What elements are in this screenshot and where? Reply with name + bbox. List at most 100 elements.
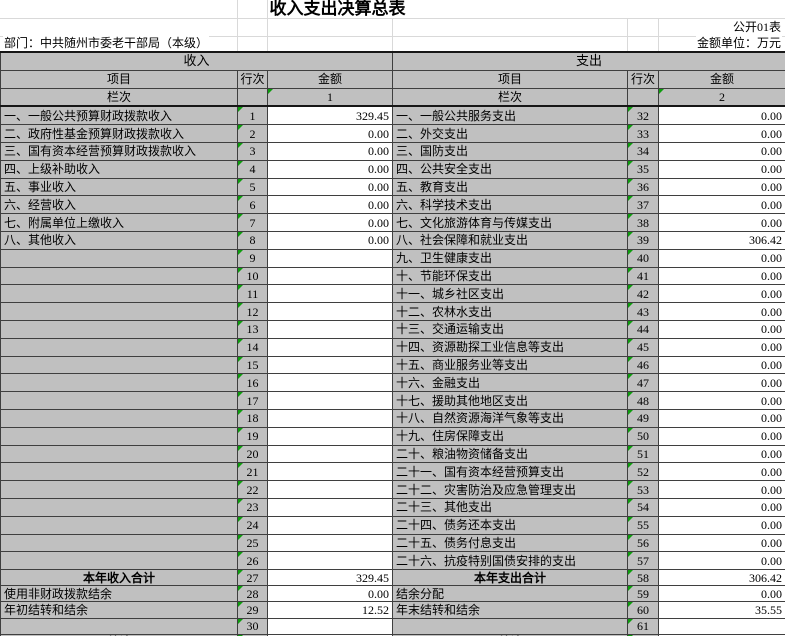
item-cell[interactable]: 四、公共安全支出	[392, 159, 629, 179]
line-number-cell[interactable]: 10	[237, 266, 268, 286]
col-header-amount-left[interactable]: 金额	[266, 69, 394, 89]
item-cell[interactable]: 四、上级补助收入	[0, 159, 238, 179]
item-cell[interactable]: 十、节能环保支出	[392, 266, 629, 286]
line-number-cell[interactable]: 53	[627, 480, 660, 499]
amount-cell[interactable]	[658, 617, 785, 635]
item-cell[interactable]	[0, 355, 238, 375]
amount-cell[interactable]	[266, 391, 394, 410]
line-number-cell[interactable]: 49	[627, 408, 660, 428]
item-cell[interactable]	[0, 444, 238, 464]
amount-cell[interactable]: 0.00	[658, 213, 785, 232]
amount-cell[interactable]: 0.00	[658, 266, 785, 286]
expense-section-header[interactable]: 支出	[392, 50, 785, 71]
line-number-cell[interactable]: 48	[627, 391, 660, 410]
amount-cell[interactable]	[266, 515, 394, 535]
line-number-cell[interactable]: 13	[237, 319, 268, 339]
line-number-cell[interactable]: 2	[237, 124, 268, 143]
amount-cell[interactable]	[266, 480, 394, 499]
col-header-item-right[interactable]: 项目	[392, 69, 629, 89]
line-number-cell[interactable]: 9	[237, 248, 268, 268]
line-number-cell[interactable]: 39	[627, 230, 660, 250]
lane-label-right[interactable]: 栏次	[392, 87, 629, 108]
col-header-line-right[interactable]: 行次	[627, 69, 660, 89]
amount-cell[interactable]: 0.00	[658, 319, 785, 339]
amount-cell[interactable]	[266, 426, 394, 446]
amount-cell[interactable]	[266, 355, 394, 375]
amount-cell[interactable]: 0.00	[658, 355, 785, 375]
col-header-item-left[interactable]: 项目	[0, 69, 238, 89]
line-number-cell[interactable]: 57	[627, 551, 660, 571]
item-cell[interactable]	[392, 617, 629, 635]
line-number-cell[interactable]: 38	[627, 213, 660, 232]
amount-cell[interactable]: 0.00	[658, 551, 785, 571]
item-cell[interactable]	[0, 248, 238, 268]
amount-cell[interactable]: 0.00	[658, 373, 785, 393]
amount-cell[interactable]	[266, 408, 394, 428]
line-number-cell[interactable]: 27	[237, 569, 268, 587]
line-number-cell[interactable]: 30	[237, 617, 268, 635]
amount-cell[interactable]: 0.00	[658, 480, 785, 499]
line-number-cell[interactable]: 21	[237, 462, 268, 482]
income-section-header[interactable]: 收入	[0, 50, 394, 71]
line-number-cell[interactable]: 61	[627, 617, 660, 635]
item-cell[interactable]: 十五、商业服务业等支出	[392, 355, 629, 375]
item-cell[interactable]: 本年支出合计	[392, 569, 629, 587]
amount-cell[interactable]: 12.52	[266, 601, 394, 619]
line-number-cell[interactable]: 17	[237, 391, 268, 410]
amount-cell[interactable]: 0.00	[658, 302, 785, 321]
line-number-cell[interactable]: 5	[237, 177, 268, 197]
item-cell[interactable]: 九、卫生健康支出	[392, 248, 629, 268]
col-header-line-left[interactable]: 行次	[237, 69, 268, 89]
amount-cell[interactable]: 0.00	[658, 497, 785, 517]
line-number-cell[interactable]: 6	[237, 195, 268, 215]
lane-line-blank-right[interactable]	[627, 87, 660, 108]
amount-cell[interactable]: 0.00	[266, 177, 394, 197]
line-number-cell[interactable]: 34	[627, 141, 660, 161]
col-header-amount-right[interactable]: 金额	[658, 69, 785, 89]
line-number-cell[interactable]: 24	[237, 515, 268, 535]
amount-cell[interactable]	[266, 337, 394, 357]
amount-cell[interactable]: 0.00	[658, 462, 785, 482]
amount-cell[interactable]	[266, 497, 394, 517]
item-cell[interactable]: 三、国有资本经营预算财政拨款收入	[0, 141, 238, 161]
amount-cell[interactable]: 0.00	[658, 141, 785, 161]
line-number-cell[interactable]: 12	[237, 302, 268, 321]
line-number-cell[interactable]: 46	[627, 355, 660, 375]
amount-cell[interactable]: 0.00	[658, 105, 785, 126]
line-number-cell[interactable]: 32	[627, 105, 660, 126]
item-cell[interactable]: 本年收入合计	[0, 569, 238, 587]
item-cell[interactable]: 二、外交支出	[392, 124, 629, 143]
amount-cell[interactable]	[266, 373, 394, 393]
line-number-cell[interactable]: 1	[237, 105, 268, 126]
line-number-cell[interactable]: 8	[237, 230, 268, 250]
item-cell[interactable]	[0, 284, 238, 304]
line-number-cell[interactable]: 19	[237, 426, 268, 446]
item-cell[interactable]: 二十五、债务付息支出	[392, 533, 629, 553]
item-cell[interactable]: 一、一般公共服务支出	[392, 105, 629, 126]
item-cell[interactable]	[0, 617, 238, 635]
item-cell[interactable]: 五、教育支出	[392, 177, 629, 197]
item-cell[interactable]	[0, 533, 238, 553]
line-number-cell[interactable]: 20	[237, 444, 268, 464]
item-cell[interactable]: 十八、自然资源海洋气象等支出	[392, 408, 629, 428]
amount-cell[interactable]: 0.00	[658, 444, 785, 464]
amount-cell[interactable]: 0.00	[266, 585, 394, 603]
item-cell[interactable]: 二十二、灾害防治及应急管理支出	[392, 480, 629, 499]
item-cell[interactable]: 五、事业收入	[0, 177, 238, 197]
item-cell[interactable]: 七、文化旅游体育与传媒支出	[392, 213, 629, 232]
item-cell[interactable]: 七、附属单位上缴收入	[0, 213, 238, 232]
item-cell[interactable]	[0, 373, 238, 393]
item-cell[interactable]	[0, 480, 238, 499]
amount-cell[interactable]	[266, 248, 394, 268]
amount-cell[interactable]: 306.42	[658, 230, 785, 250]
item-cell[interactable]: 二十三、其他支出	[392, 497, 629, 517]
amount-cell[interactable]: 0.00	[266, 195, 394, 215]
item-cell[interactable]	[0, 515, 238, 535]
amount-cell[interactable]: 0.00	[658, 124, 785, 143]
item-cell[interactable]: 八、其他收入	[0, 230, 238, 250]
item-cell[interactable]	[0, 426, 238, 446]
item-cell[interactable]	[0, 266, 238, 286]
line-number-cell[interactable]: 29	[237, 601, 268, 619]
item-cell[interactable]	[0, 302, 238, 321]
item-cell[interactable]: 十六、金融支出	[392, 373, 629, 393]
